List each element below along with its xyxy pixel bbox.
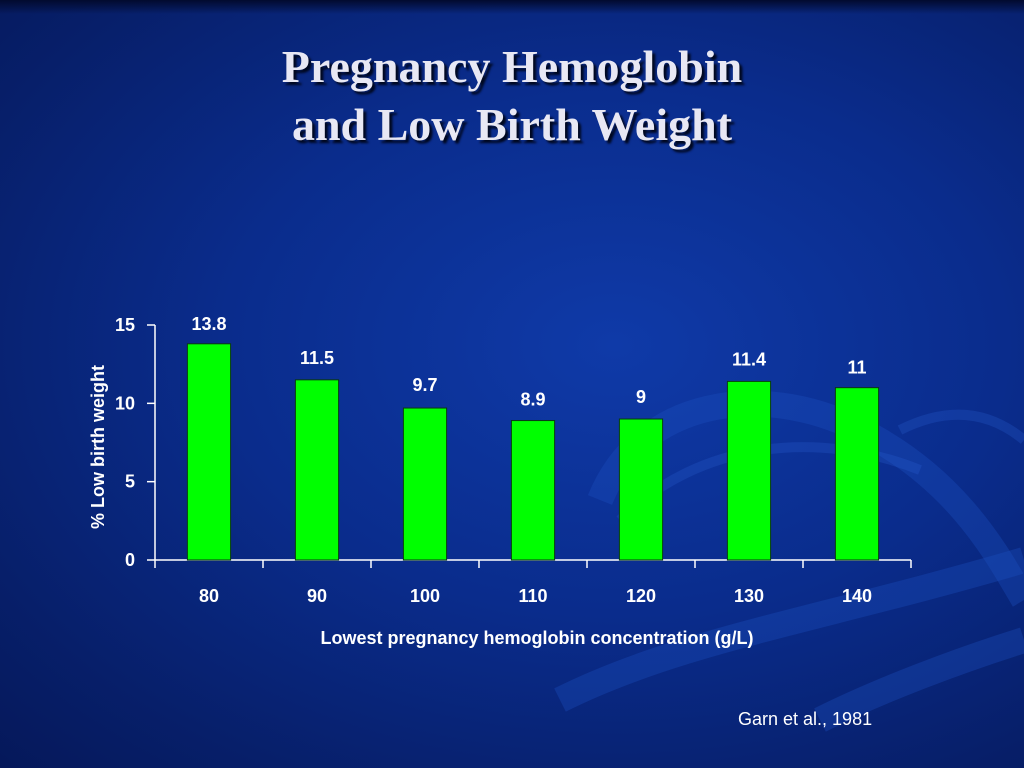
y-axis-label: % Low birth weight [88, 365, 108, 529]
bar-value-label: 11 [847, 358, 866, 378]
y-tick-label: 0 [125, 550, 135, 570]
bar [186, 343, 232, 561]
x-tick-label: 80 [199, 586, 219, 606]
top-shadow-band [0, 0, 1024, 14]
x-tick-label: 90 [307, 586, 327, 606]
bar [834, 387, 880, 561]
y-tick-label: 15 [115, 315, 135, 335]
bar-value-label: 11.4 [732, 349, 766, 369]
bar-value-label: 8.9 [520, 390, 545, 410]
x-tick-label: 100 [410, 586, 440, 606]
y-tick-label: 10 [115, 393, 135, 413]
x-tick-label: 140 [842, 586, 872, 606]
bar [510, 420, 556, 561]
bar-value-label: 13.8 [191, 314, 226, 334]
bar-value-label: 9 [636, 387, 646, 407]
x-tick-label: 130 [734, 586, 764, 606]
bar [726, 380, 772, 561]
title-line-1: Pregnancy Hemoglobin [281, 41, 743, 92]
bar-value-label: 11.5 [300, 348, 334, 368]
slide-title: Pregnancy Hemoglobin and Low Birth Weigh… [0, 38, 1024, 154]
citation: Garn et al., 1981 [738, 709, 873, 729]
y-tick-label: 5 [125, 472, 135, 492]
x-tick-label: 110 [518, 586, 547, 606]
bar-value-label: 9.7 [412, 375, 437, 395]
bar [402, 407, 448, 561]
bar [618, 418, 664, 561]
bar [294, 379, 340, 561]
x-tick-label: 120 [626, 586, 656, 606]
title-line-2: and Low Birth Weight [291, 99, 733, 150]
x-axis-label: Lowest pregnancy hemoglobin concentratio… [320, 628, 753, 648]
